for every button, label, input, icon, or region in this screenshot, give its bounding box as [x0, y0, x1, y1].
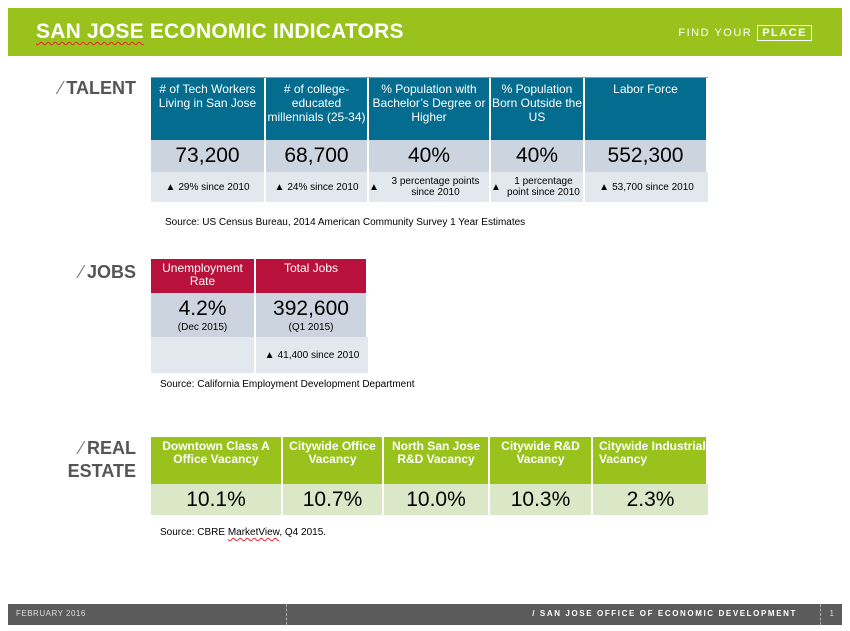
- re-header-downtown-office: Downtown Class A Office Vacancy: [151, 437, 283, 484]
- jobs-header-unemployment: Unemployment Rate: [151, 259, 256, 293]
- re-value-downtown-office: 10.1%: [151, 484, 283, 515]
- talent-value-labor-force: 552,300: [585, 140, 708, 172]
- jobs-value-period: (Q1 2015): [288, 322, 334, 333]
- re-header-citywide-office: Citywide Office Vacancy: [283, 437, 384, 484]
- jobs-source: Source: California Employment Developmen…: [160, 379, 415, 390]
- section-label-jobs: ⁄ JOBS: [40, 261, 136, 284]
- section-label-real-estate: ⁄ REAL ESTATE: [30, 437, 136, 483]
- talent-header-tech-workers: # of Tech Workers Living in San Jose: [151, 78, 266, 140]
- talent-table: # of Tech Workers Living in San Jose # o…: [151, 77, 708, 202]
- brand-logo-place: PLACE: [757, 25, 812, 41]
- talent-value-bachelors: 40%: [369, 140, 491, 172]
- section-label-text: TALENT: [66, 78, 136, 98]
- jobs-value-total-jobs: 392,600 (Q1 2015): [256, 293, 368, 337]
- talent-change-tech-workers: ▲ 29% since 2010: [151, 172, 266, 202]
- source-text: Source: CBRE: [160, 527, 228, 538]
- talent-value-foreign-born: 40%: [491, 140, 585, 172]
- change-text: 29% since 2010: [178, 181, 250, 193]
- re-value-citywide-office: 10.7%: [283, 484, 384, 515]
- brand-logo: FIND YOUR PLACE: [678, 25, 812, 41]
- jobs-change-unemployment: [151, 337, 256, 373]
- page-title: SAN JOSE ECONOMIC INDICATORS: [36, 20, 404, 44]
- section-label-talent: ⁄ TALENT: [40, 77, 136, 100]
- change-text: 1 percentage point since 2010: [507, 176, 580, 198]
- up-arrow-icon: ▲: [369, 181, 379, 193]
- talent-source: Source: US Census Bureau, 2014 American …: [165, 217, 526, 228]
- change-text: 53,700 since 2010: [612, 181, 694, 193]
- footer-divider: [286, 604, 287, 625]
- jobs-table: Unemployment Rate Total Jobs 4.2% (Dec 2…: [151, 259, 368, 373]
- up-arrow-icon: ▲: [274, 181, 285, 193]
- jobs-value-number: 392,600: [273, 297, 349, 320]
- jobs-value-number: 4.2%: [178, 297, 227, 320]
- footer-divider: [820, 604, 821, 625]
- real-estate-table: Downtown Class A Office Vacancy Citywide…: [151, 437, 708, 515]
- slash-icon: ⁄: [59, 78, 63, 98]
- footer-org: / SAN JOSE OFFICE OF ECONOMIC DEVELOPMEN…: [532, 609, 797, 618]
- talent-value-tech-workers: 73,200: [151, 140, 266, 172]
- jobs-header-total-jobs: Total Jobs: [256, 259, 368, 293]
- re-header-north-sj-rd: North San Jose R&D Vacancy: [384, 437, 490, 484]
- jobs-value-period: (Dec 2015): [177, 322, 228, 333]
- footer-date: FEBRUARY 2016: [16, 609, 86, 618]
- page-title-city: SAN JOSE: [36, 20, 144, 43]
- talent-value-millennials: 68,700: [266, 140, 369, 172]
- re-header-citywide-industrial: Citywide Industrial Vacancy: [593, 437, 708, 484]
- jobs-change-total-jobs: ▲ 41,400 since 2010: [256, 337, 368, 373]
- section-label-text: REAL: [87, 438, 136, 458]
- talent-change-labor-force: ▲ 53,700 since 2010: [585, 172, 708, 202]
- section-label-text: JOBS: [86, 262, 136, 282]
- talent-header-bachelors: % Population with Bachelor’s Degree or H…: [369, 78, 491, 140]
- up-arrow-icon: ▲: [165, 181, 176, 193]
- source-text: MarketView: [227, 527, 280, 538]
- change-text: 3 percentage points since 2010: [391, 176, 480, 198]
- change-text: 24% since 2010: [287, 181, 359, 193]
- up-arrow-icon: ▲: [599, 181, 610, 193]
- header-banner: SAN JOSE ECONOMIC INDICATORS FIND YOUR P…: [8, 8, 842, 56]
- talent-header-millennials: # of college-educated millennials (25-34…: [266, 78, 369, 140]
- section-label-line1: ⁄ REAL: [30, 437, 136, 460]
- slash-icon: ⁄: [79, 262, 83, 282]
- up-arrow-icon: ▲: [491, 181, 501, 193]
- section-label-line2: ESTATE: [67, 461, 136, 481]
- re-value-citywide-industrial: 2.3%: [593, 484, 708, 515]
- re-value-citywide-rd: 10.3%: [490, 484, 593, 515]
- talent-change-foreign-born: ▲ 1 percentage point since 2010: [491, 172, 585, 202]
- talent-change-bachelors: ▲ 3 percentage points since 2010: [369, 172, 491, 202]
- slash-icon: ⁄: [79, 438, 83, 458]
- change-text: 41,400 since 2010: [277, 349, 360, 361]
- jobs-value-unemployment: 4.2% (Dec 2015): [151, 293, 256, 337]
- source-text: , Q4 2015.: [279, 527, 327, 538]
- page-number: 1: [829, 609, 834, 618]
- talent-header-foreign-born: % Population Born Outside the US: [491, 78, 585, 140]
- brand-logo-text: FIND YOUR: [678, 27, 753, 39]
- up-arrow-icon: ▲: [264, 349, 275, 361]
- re-header-citywide-rd: Citywide R&D Vacancy: [490, 437, 593, 484]
- talent-change-millennials: ▲ 24% since 2010: [266, 172, 369, 202]
- re-value-north-sj-rd: 10.0%: [384, 484, 490, 515]
- page-title-rest: ECONOMIC INDICATORS: [143, 20, 404, 43]
- real-estate-source: Source: CBRE MarketView, Q4 2015.: [160, 527, 326, 538]
- footer-bar: FEBRUARY 2016 / SAN JOSE OFFICE OF ECONO…: [8, 604, 842, 625]
- talent-header-labor-force: Labor Force: [585, 78, 708, 140]
